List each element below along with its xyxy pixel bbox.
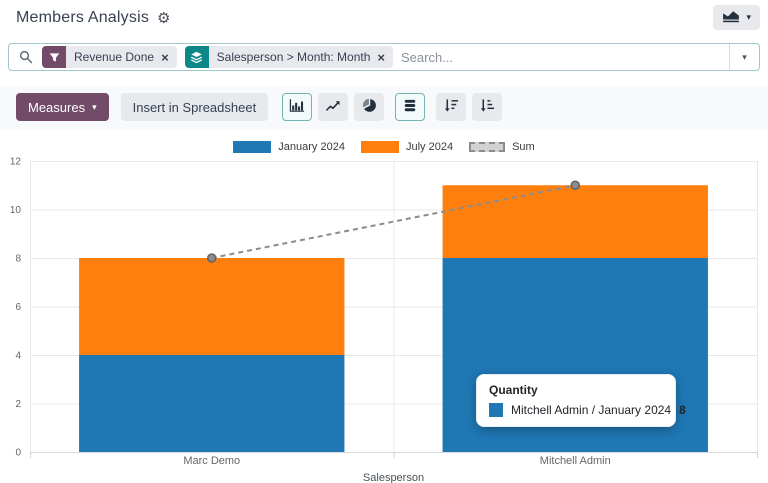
page-title: Members Analysis bbox=[16, 9, 150, 26]
facet-filter: Revenue Done × bbox=[42, 46, 177, 68]
view-switcher-button[interactable]: ▾ bbox=[713, 5, 760, 30]
group-by-icon bbox=[184, 46, 209, 68]
tooltip-swatch bbox=[489, 403, 503, 417]
stacked-button[interactable] bbox=[395, 93, 426, 121]
header: Members Analysis ⚙ ▾ bbox=[0, 0, 768, 30]
chart-area: January 2024 July 2024 Sum 0 2 4 6 8 10 12 Marc… bbox=[0, 141, 768, 483]
legend-swatch bbox=[233, 141, 272, 153]
svg-text:6: 6 bbox=[15, 302, 21, 313]
tooltip-title: Quantity bbox=[489, 383, 538, 397]
sort-ascending-button[interactable] bbox=[472, 93, 503, 121]
svg-text:2: 2 bbox=[15, 399, 21, 410]
search-dropdown-toggle[interactable]: ▾ bbox=[729, 44, 759, 70]
svg-text:10: 10 bbox=[10, 205, 22, 216]
search-input[interactable] bbox=[401, 49, 729, 65]
line-chart-icon bbox=[325, 99, 341, 116]
svg-text:Mitchell Admin: Mitchell Admin bbox=[540, 455, 611, 467]
search-bar: Revenue Done × Salesperson > Month: Mont… bbox=[8, 43, 760, 71]
facet-remove-icon[interactable]: × bbox=[377, 49, 386, 65]
stacked-bar-chart[interactable]: 0 2 4 6 8 10 12 Marc Demo Mitchell Admin Salesper… bbox=[0, 155, 768, 483]
sort-descending-icon bbox=[444, 98, 459, 116]
measures-button[interactable]: Measures ▾ bbox=[16, 93, 109, 121]
gear-icon[interactable]: ⚙ bbox=[157, 9, 171, 27]
svg-text:4: 4 bbox=[15, 351, 21, 362]
bar-chart-icon bbox=[289, 98, 305, 116]
svg-text:8: 8 bbox=[15, 254, 21, 265]
svg-text:0: 0 bbox=[15, 448, 21, 459]
chevron-down-icon: ▾ bbox=[742, 51, 747, 62]
legend-item[interactable]: Sum bbox=[469, 141, 535, 153]
filter-icon bbox=[42, 46, 66, 68]
sort-ascending-icon bbox=[480, 98, 495, 116]
chart-legend: January 2024 July 2024 Sum bbox=[0, 141, 768, 153]
svg-text:Marc Demo: Marc Demo bbox=[183, 455, 240, 467]
toolbar: Measures ▾ Insert in Spreadsheet bbox=[0, 86, 768, 130]
legend-swatch bbox=[360, 141, 399, 153]
svg-text:12: 12 bbox=[10, 157, 22, 168]
legend-item[interactable]: July 2024 bbox=[360, 141, 453, 153]
facet-groupby: Salesperson > Month: Month × bbox=[184, 46, 394, 68]
chevron-down-icon: ▾ bbox=[92, 101, 97, 112]
legend-item[interactable]: January 2024 bbox=[233, 141, 345, 153]
tooltip-row: Mitchell Admin / January 2024 8 bbox=[489, 403, 686, 417]
area-chart-icon bbox=[722, 9, 740, 26]
insert-in-spreadsheet-button[interactable]: Insert in Spreadsheet bbox=[120, 93, 269, 121]
chevron-down-icon: ▾ bbox=[746, 12, 751, 22]
facet-remove-icon[interactable]: × bbox=[161, 49, 169, 65]
facet-label: Revenue Done bbox=[74, 50, 155, 64]
facet-label: Salesperson > Month: Month bbox=[216, 50, 371, 64]
sort-descending-button[interactable] bbox=[436, 93, 467, 121]
bar-chart-button[interactable] bbox=[282, 93, 313, 121]
stacked-icon bbox=[403, 98, 417, 116]
pie-chart-button[interactable] bbox=[354, 93, 385, 121]
legend-swatch bbox=[469, 142, 506, 152]
chart-tooltip: Quantity Mitchell Admin / January 2024 8 bbox=[476, 374, 686, 427]
svg-text:Salesperson: Salesperson bbox=[363, 472, 424, 483]
pie-chart-icon bbox=[362, 98, 377, 116]
search-icon bbox=[19, 50, 33, 64]
line-chart-button[interactable] bbox=[318, 93, 349, 121]
